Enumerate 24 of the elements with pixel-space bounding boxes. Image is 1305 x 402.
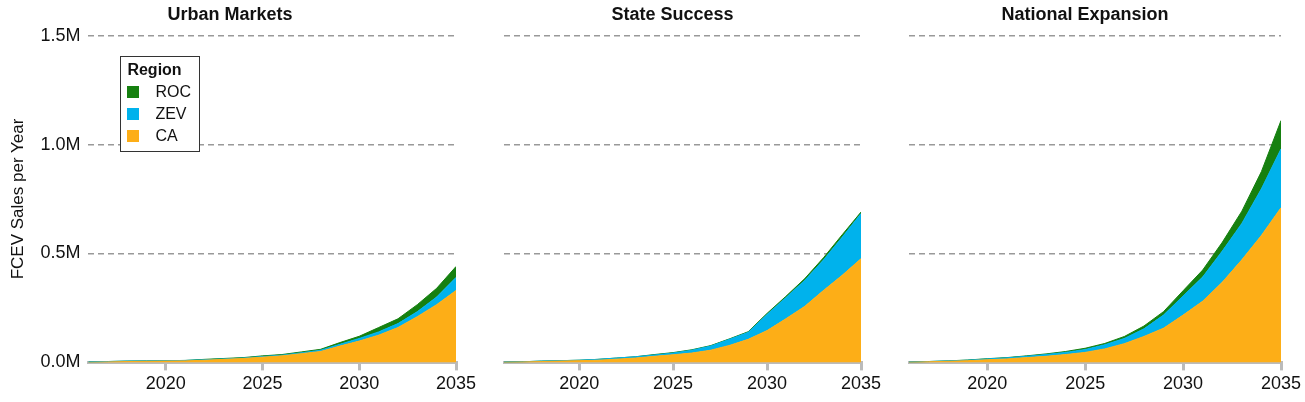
legend-label: ZEV (155, 104, 187, 123)
x-tick-label: 2020 (967, 373, 1008, 394)
chart-title: State Success (611, 3, 734, 24)
y-tick-label: 0.0M (40, 351, 81, 372)
y-axis-title: FCEV Sales per Year (7, 118, 27, 280)
chart-title: National Expansion (1001, 3, 1169, 24)
x-tick-label: 2035 (840, 373, 882, 394)
x-tick-label: 2020 (145, 373, 186, 394)
x-tick-label: 2030 (747, 373, 788, 394)
y-tick-label: 1.5M (40, 24, 81, 45)
y-tick-label: 0.5M (40, 242, 81, 263)
x-tick-label: 2035 (435, 373, 477, 394)
y-tick-label: 1.0M (40, 133, 81, 154)
chart-title: Urban Markets (167, 3, 293, 24)
x-tick-label: 2030 (339, 373, 380, 394)
legend-label: ROC (155, 82, 191, 101)
legend-title: Region (127, 60, 183, 79)
x-tick-label: 2025 (1065, 373, 1106, 394)
x-tick-label: 2025 (653, 373, 694, 394)
legend-label: CA (155, 126, 178, 145)
x-tick-label: 2020 (559, 373, 600, 394)
x-tick-label: 2035 (1260, 373, 1302, 394)
x-tick-label: 2025 (242, 373, 283, 394)
x-tick-label: 2030 (1163, 373, 1204, 394)
